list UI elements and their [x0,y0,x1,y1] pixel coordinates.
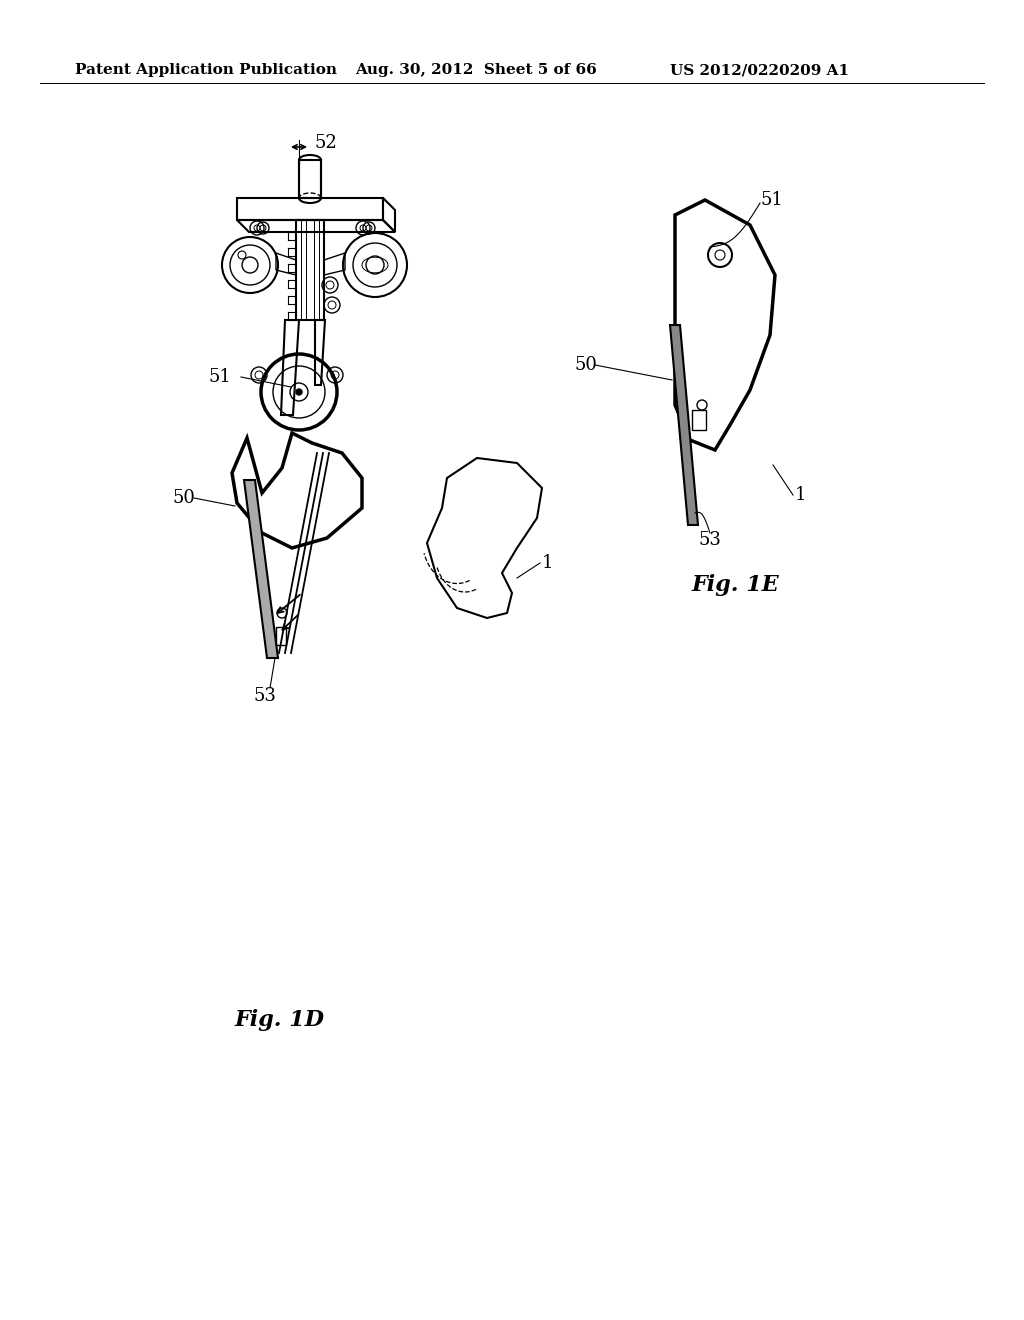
Circle shape [296,389,302,395]
Text: 1: 1 [795,486,807,504]
Bar [237,198,383,220]
Text: 51: 51 [209,368,231,385]
Text: 50: 50 [575,356,598,374]
Bar [296,220,324,319]
Bar [314,220,319,319]
Text: Aug. 30, 2012  Sheet 5 of 66: Aug. 30, 2012 Sheet 5 of 66 [355,63,597,77]
Text: Patent Application Publication: Patent Application Publication [75,63,337,77]
Bar [301,220,306,319]
Bar [692,411,706,430]
Text: 50: 50 [172,488,195,507]
Polygon shape [670,325,698,525]
Bar [276,627,286,645]
Polygon shape [244,480,278,657]
Bar [299,160,321,198]
Text: 53: 53 [698,531,722,549]
Text: Fig. 1D: Fig. 1D [234,1008,325,1031]
Text: 52: 52 [315,135,338,152]
Text: 1: 1 [542,554,554,572]
Text: 53: 53 [254,686,276,705]
Text: Fig. 1E: Fig. 1E [691,574,779,597]
Text: 51: 51 [760,191,783,209]
Text: US 2012/0220209 A1: US 2012/0220209 A1 [670,63,849,77]
